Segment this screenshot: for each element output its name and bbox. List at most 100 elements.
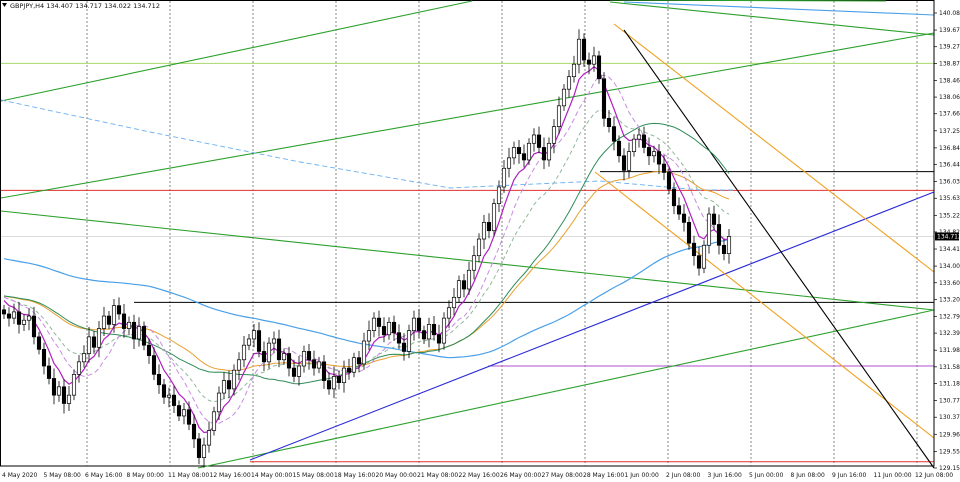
candle[interactable] bbox=[616, 135, 622, 163]
candle[interactable] bbox=[121, 303, 127, 338]
candle[interactable] bbox=[51, 368, 57, 405]
candle[interactable] bbox=[561, 84, 567, 111]
candle[interactable] bbox=[66, 385, 72, 411]
candle[interactable] bbox=[661, 154, 667, 180]
candle[interactable] bbox=[286, 346, 292, 377]
candle[interactable] bbox=[336, 370, 342, 390]
candle[interactable] bbox=[611, 116, 617, 151]
candle[interactable] bbox=[181, 403, 187, 425]
candle[interactable] bbox=[386, 317, 392, 340]
candle[interactable] bbox=[266, 337, 272, 369]
candle[interactable] bbox=[401, 333, 407, 361]
candle[interactable] bbox=[81, 345, 87, 368]
trend-line-orange-lower[interactable] bbox=[594, 171, 935, 439]
candle[interactable] bbox=[546, 137, 552, 167]
candle[interactable] bbox=[21, 314, 27, 332]
candle[interactable] bbox=[61, 379, 67, 414]
candle[interactable] bbox=[236, 352, 242, 381]
candle[interactable] bbox=[296, 356, 302, 386]
candle[interactable] bbox=[276, 329, 282, 368]
candle[interactable] bbox=[486, 213, 492, 239]
candle[interactable] bbox=[506, 147, 512, 178]
trend-line-blue[interactable] bbox=[249, 191, 935, 461]
candle[interactable] bbox=[91, 331, 97, 354]
candle[interactable] bbox=[221, 372, 227, 399]
candle[interactable] bbox=[321, 355, 327, 389]
candle[interactable] bbox=[526, 138, 532, 165]
candle[interactable] bbox=[31, 306, 37, 345]
candle[interactable] bbox=[701, 240, 707, 274]
candle[interactable] bbox=[6, 307, 12, 327]
candle[interactable] bbox=[346, 358, 352, 380]
candle[interactable] bbox=[446, 300, 452, 329]
candle[interactable] bbox=[131, 314, 137, 349]
candle[interactable] bbox=[556, 96, 562, 135]
candle[interactable] bbox=[341, 360, 347, 393]
candle[interactable] bbox=[211, 406, 217, 436]
candle[interactable] bbox=[716, 214, 722, 255]
candle[interactable] bbox=[501, 159, 507, 193]
candle[interactable] bbox=[191, 414, 197, 449]
candle[interactable] bbox=[246, 333, 252, 351]
candle[interactable] bbox=[326, 372, 332, 395]
trend-line-green-upper[interactable] bbox=[0, 0, 473, 102]
candle[interactable] bbox=[271, 331, 277, 354]
candle[interactable] bbox=[201, 437, 207, 468]
candle[interactable] bbox=[456, 275, 462, 303]
candle[interactable] bbox=[196, 433, 202, 465]
candle[interactable] bbox=[406, 324, 412, 359]
candle[interactable] bbox=[1, 304, 7, 319]
candle[interactable] bbox=[651, 145, 657, 163]
trend-line-green-lower[interactable] bbox=[197, 309, 935, 469]
trend-line-green-mid[interactable] bbox=[0, 32, 935, 199]
candle[interactable] bbox=[231, 364, 237, 396]
candle[interactable] bbox=[571, 55, 577, 83]
candle[interactable] bbox=[431, 316, 437, 341]
candle[interactable] bbox=[71, 369, 77, 401]
candle[interactable] bbox=[41, 342, 47, 375]
candle[interactable] bbox=[171, 385, 177, 414]
candle[interactable] bbox=[601, 72, 607, 127]
candle[interactable] bbox=[176, 400, 182, 421]
candle[interactable] bbox=[206, 421, 212, 453]
candle[interactable] bbox=[451, 288, 457, 316]
trend-line-green-top2[interactable] bbox=[609, 1, 935, 36]
candle[interactable] bbox=[531, 128, 537, 152]
candle[interactable] bbox=[316, 356, 322, 374]
candle[interactable] bbox=[186, 401, 192, 431]
candle[interactable] bbox=[581, 33, 587, 67]
candle[interactable] bbox=[96, 321, 102, 358]
candle[interactable] bbox=[156, 364, 162, 394]
candle[interactable] bbox=[631, 134, 637, 157]
candle[interactable] bbox=[426, 317, 432, 348]
candle[interactable] bbox=[706, 207, 712, 254]
candle[interactable] bbox=[491, 198, 497, 236]
candle[interactable] bbox=[241, 336, 247, 368]
candle[interactable] bbox=[46, 357, 52, 385]
candle[interactable] bbox=[541, 137, 547, 170]
candle[interactable] bbox=[166, 387, 172, 408]
candle[interactable] bbox=[681, 204, 687, 232]
candle[interactable] bbox=[711, 205, 717, 231]
candle[interactable] bbox=[106, 311, 112, 330]
candle[interactable] bbox=[151, 347, 157, 381]
candle[interactable] bbox=[646, 137, 652, 165]
candle[interactable] bbox=[641, 126, 647, 154]
candle[interactable] bbox=[311, 350, 317, 376]
candle[interactable] bbox=[566, 70, 572, 98]
candle[interactable] bbox=[496, 180, 502, 212]
candle[interactable] bbox=[621, 148, 627, 181]
candle[interactable] bbox=[306, 343, 312, 370]
candle[interactable] bbox=[416, 308, 422, 339]
candle[interactable] bbox=[516, 139, 522, 164]
candle[interactable] bbox=[56, 380, 62, 402]
candle[interactable] bbox=[291, 359, 297, 383]
candle[interactable] bbox=[676, 197, 682, 220]
candle[interactable] bbox=[536, 126, 542, 154]
candle[interactable] bbox=[441, 312, 447, 350]
candle[interactable] bbox=[521, 144, 527, 168]
candle[interactable] bbox=[331, 366, 337, 399]
candle[interactable] bbox=[696, 246, 702, 276]
candle[interactable] bbox=[216, 386, 222, 421]
candle[interactable] bbox=[591, 46, 597, 72]
